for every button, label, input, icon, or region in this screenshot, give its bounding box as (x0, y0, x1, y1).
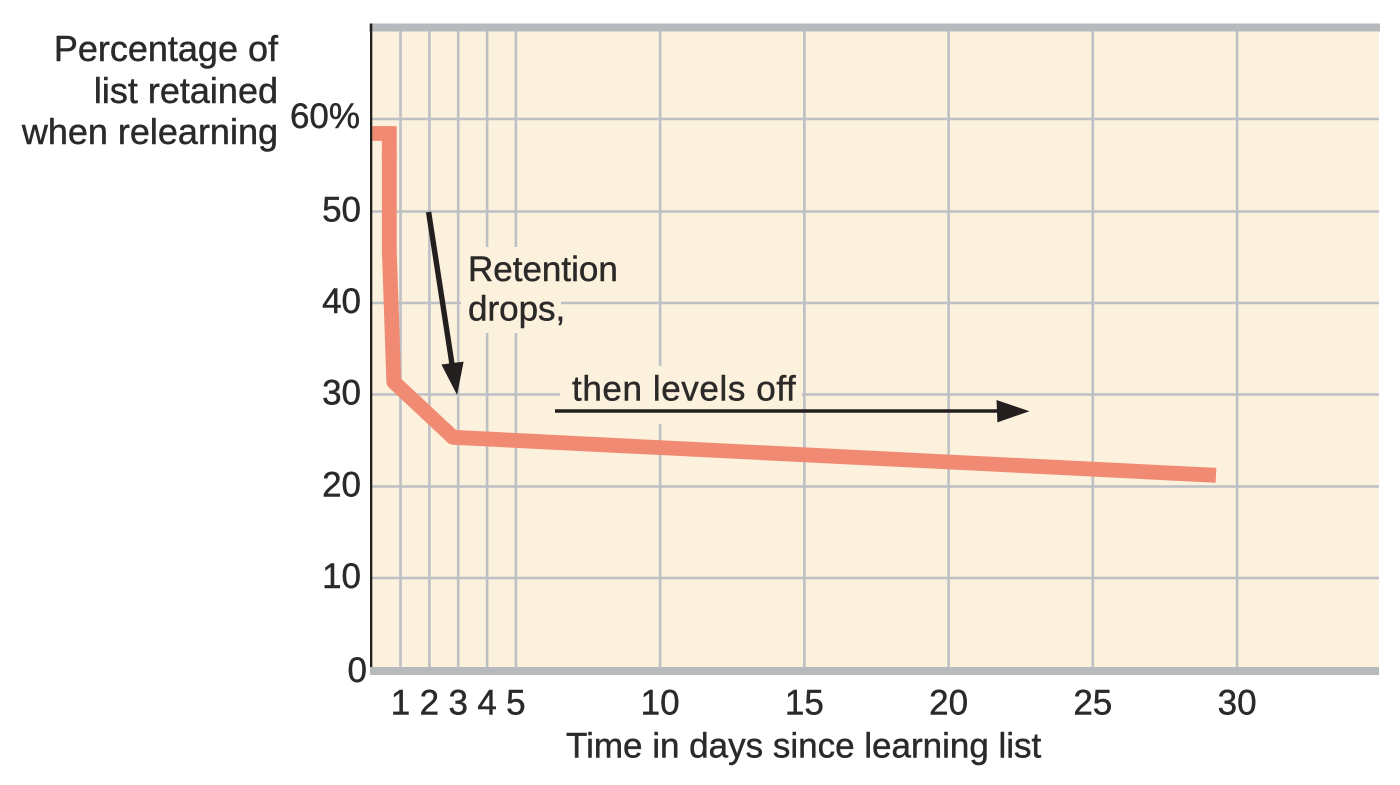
svg-text:10: 10 (641, 683, 680, 722)
svg-text:drops,: drops, (468, 290, 565, 329)
svg-text:when relearning: when relearning (21, 111, 278, 152)
svg-text:2: 2 (420, 683, 439, 722)
svg-text:Time in days since learning li: Time in days since learning list (566, 726, 1042, 765)
svg-text:3: 3 (448, 683, 467, 722)
svg-text:list retained: list retained (94, 70, 278, 111)
svg-text:30: 30 (1218, 683, 1257, 722)
svg-text:Percentage of: Percentage of (54, 28, 279, 69)
svg-text:50: 50 (322, 190, 361, 229)
svg-text:0: 0 (348, 651, 367, 690)
svg-text:4: 4 (477, 683, 496, 722)
svg-text:20: 20 (322, 466, 361, 505)
svg-text:Retention: Retention (468, 250, 618, 289)
svg-text:15: 15 (785, 683, 824, 722)
svg-text:30: 30 (322, 374, 361, 413)
svg-text:60%: 60% (290, 97, 360, 136)
svg-text:25: 25 (1073, 683, 1112, 722)
svg-text:40: 40 (322, 282, 361, 321)
svg-text:20: 20 (929, 683, 968, 722)
svg-text:5: 5 (506, 683, 525, 722)
svg-text:1: 1 (391, 683, 410, 722)
svg-text:10: 10 (322, 557, 361, 596)
svg-text:then levels off: then levels off (572, 370, 796, 409)
